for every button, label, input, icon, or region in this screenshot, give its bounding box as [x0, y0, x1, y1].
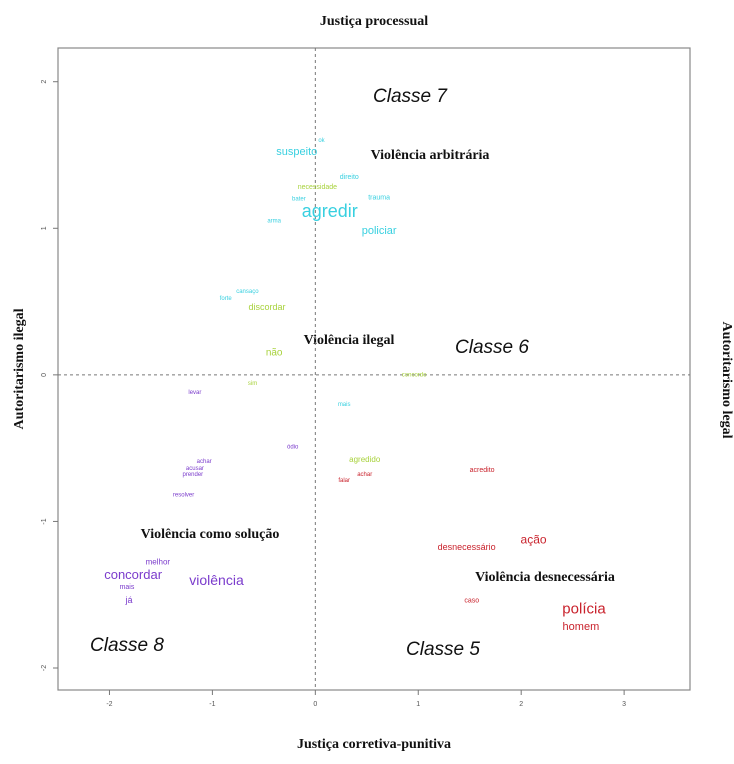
- x-tick-label: -1: [209, 701, 215, 708]
- annotation: Violência desnecessária: [475, 570, 615, 585]
- word-point: necessidade: [298, 184, 337, 191]
- y-axis-label: Autoritarismo ilegal: [12, 308, 27, 429]
- word-point: violência: [189, 572, 244, 588]
- word-point: concordar: [104, 567, 162, 582]
- class-label: Classe 7: [373, 86, 448, 107]
- word-point: falar: [338, 478, 350, 484]
- word-point: policiar: [362, 225, 397, 237]
- word-point: arma: [267, 219, 281, 225]
- word-point: caso: [464, 597, 479, 604]
- word-point: achar: [197, 459, 212, 465]
- word-point: forte: [220, 296, 233, 302]
- word-point: ódio: [287, 444, 299, 450]
- word-point: direito: [340, 174, 359, 181]
- word-point: concordo: [402, 372, 427, 378]
- word-point: discordar: [248, 302, 285, 312]
- word-point: resolver: [173, 493, 194, 499]
- word-point: suspeito: [276, 146, 317, 158]
- word-point: polícia: [562, 600, 606, 617]
- y-tick-label: 0: [41, 373, 48, 377]
- word-point: acredito: [470, 467, 495, 474]
- x-tick-label: 0: [313, 701, 317, 708]
- word-point: não: [266, 348, 283, 359]
- word-point: cansaço: [236, 289, 259, 295]
- word-point: melhor: [146, 558, 171, 567]
- x-tick-label: 1: [416, 701, 420, 708]
- word-point: agredir: [302, 201, 358, 221]
- word-point: levar: [188, 390, 201, 396]
- word-point: bater: [292, 197, 306, 203]
- word-point: já: [125, 595, 133, 605]
- y2-axis-label: Autoritarismo legal: [719, 321, 734, 438]
- word-point: mais: [338, 402, 351, 408]
- class-label: Classe 8: [90, 635, 164, 656]
- word-point: ação: [521, 533, 547, 547]
- annotation: Violência ilegal: [304, 333, 395, 348]
- word-point: acusar: [186, 466, 204, 472]
- y-tick-label: -1: [41, 518, 48, 524]
- chart-title: Justiça processual: [320, 14, 428, 29]
- word-point: prender: [182, 472, 203, 478]
- annotation: Violência como solução: [141, 527, 280, 542]
- word-point: mais: [120, 584, 135, 591]
- x-tick-label: 3: [622, 701, 626, 708]
- x-axis-label: Justiça corretiva-punitiva: [297, 737, 451, 752]
- y-tick-label: -2: [41, 665, 48, 671]
- y-tick-label: 2: [41, 80, 48, 84]
- x-tick-label: -2: [106, 701, 112, 708]
- word-point: ok: [318, 138, 325, 144]
- class-label: Classe 6: [455, 337, 529, 358]
- word-point: trauma: [368, 194, 390, 201]
- y-tick-label: 1: [41, 226, 48, 230]
- word-point: desnecessário: [438, 542, 496, 552]
- word-point: agredido: [349, 455, 381, 464]
- class-label: Classe 5: [406, 639, 480, 660]
- word-point: sim: [248, 381, 257, 387]
- plot-frame: [57, 47, 691, 691]
- word-point: achar: [357, 472, 372, 478]
- word-point: homem: [563, 621, 600, 633]
- annotation: Violência arbitrária: [371, 148, 490, 163]
- x-tick-label: 2: [519, 701, 523, 708]
